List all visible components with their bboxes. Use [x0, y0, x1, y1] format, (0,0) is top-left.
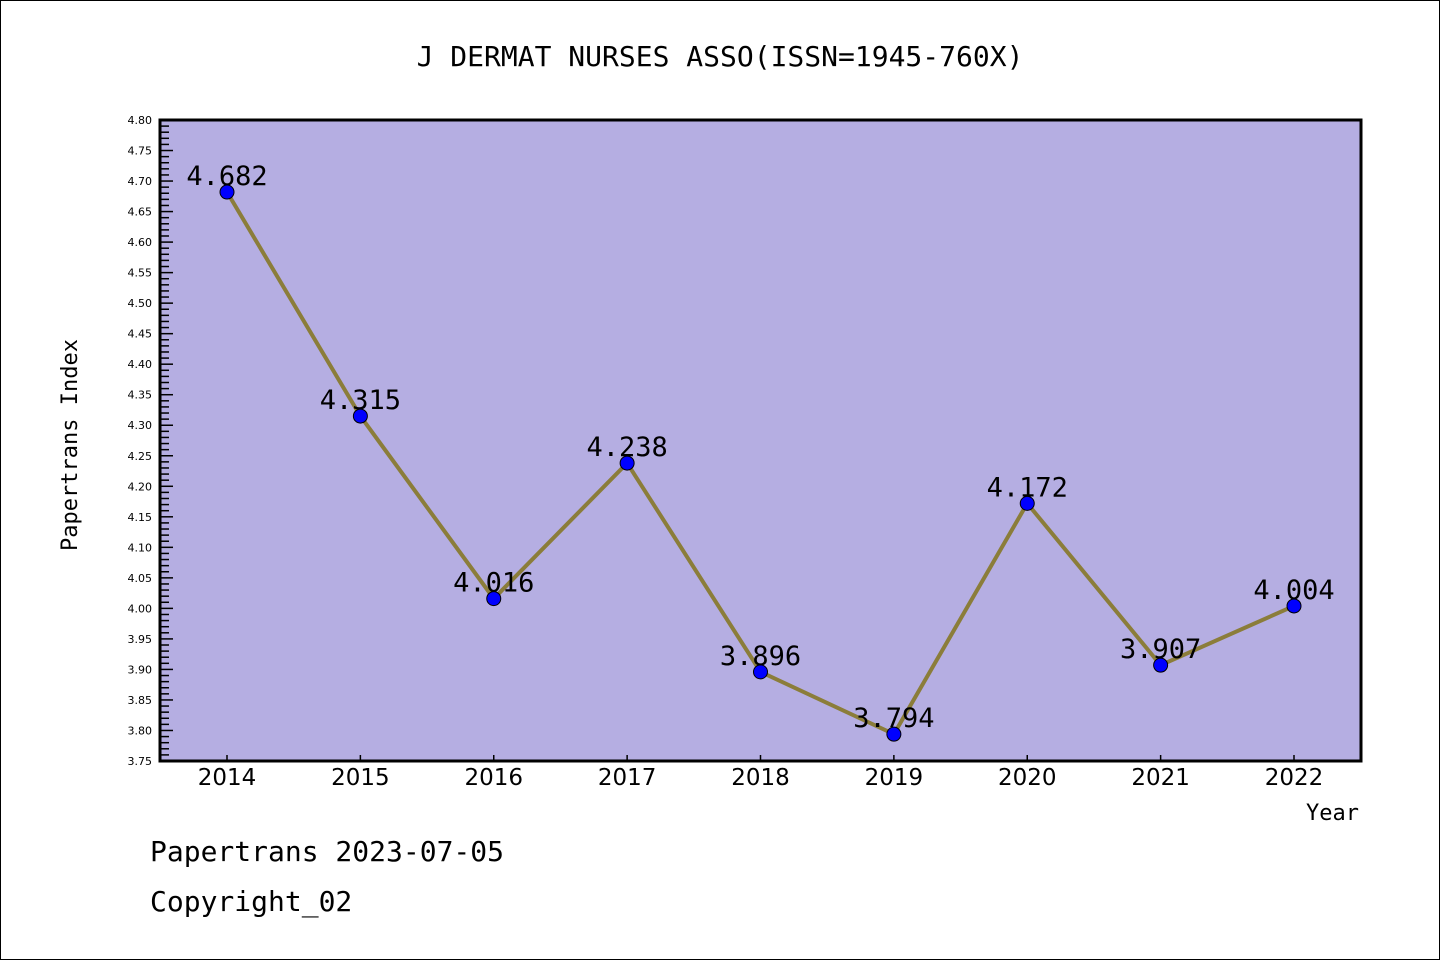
- y-tick-label: 4.10: [128, 541, 153, 554]
- chart-title: J DERMAT NURSES ASSO(ISSN=1945-760X): [417, 40, 1024, 73]
- x-tick-label: 2020: [998, 765, 1057, 791]
- data-label: 4.238: [586, 432, 667, 463]
- y-tick-label: 4.15: [128, 511, 153, 524]
- y-tick-label: 4.55: [128, 267, 153, 280]
- y-tick-label: 4.50: [128, 297, 153, 310]
- plot-area: [158, 118, 1363, 763]
- y-tick-label: 4.75: [128, 145, 153, 158]
- data-point: [886, 726, 902, 742]
- data-label: 4.016: [453, 568, 534, 599]
- data-label: 4.172: [987, 472, 1068, 503]
- x-tick-label: 2017: [598, 765, 657, 791]
- x-tick-label: 2014: [198, 765, 257, 791]
- y-axis-label: Papertrans Index: [58, 339, 83, 551]
- data-label: 3.896: [720, 641, 801, 672]
- data-point: [1153, 657, 1169, 673]
- x-tick-label: 2018: [731, 765, 790, 791]
- x-tick-label: 2016: [464, 765, 523, 791]
- data-label: 4.682: [186, 161, 267, 192]
- data-label: 3.794: [853, 703, 934, 734]
- data-label: 4.004: [1253, 575, 1334, 606]
- x-tick-label: 2022: [1265, 765, 1324, 791]
- data-point: [219, 184, 235, 200]
- data-point: [352, 408, 368, 424]
- y-tick-label: 4.80: [128, 114, 153, 127]
- footer-copyright: Copyright_02: [150, 885, 353, 918]
- y-tick-label: 4.70: [128, 175, 153, 188]
- y-tick-label: 4.60: [128, 236, 153, 249]
- data-label: 4.315: [320, 385, 401, 416]
- y-tick-label: 4.45: [128, 328, 153, 341]
- data-label: 3.907: [1120, 634, 1201, 665]
- y-tick-label: 4.35: [128, 389, 153, 402]
- y-tick-label: 3.75: [128, 755, 153, 768]
- y-tick-label: 4.30: [128, 419, 153, 432]
- x-axis-label: Year: [1306, 801, 1359, 826]
- data-point: [486, 591, 502, 607]
- data-point: [753, 664, 768, 680]
- y-tick-label: 4.05: [128, 572, 153, 585]
- y-tick-label: 4.65: [128, 206, 153, 219]
- data-point: [619, 455, 635, 471]
- y-tick-label: 4.25: [128, 450, 153, 463]
- y-tick-label: 3.80: [128, 724, 153, 737]
- y-tick-label: 4.20: [128, 480, 153, 493]
- x-tick-label: 2019: [865, 765, 924, 791]
- y-tick-label: 3.95: [128, 633, 153, 646]
- data-point: [1019, 495, 1035, 511]
- footer-date: Papertrans 2023-07-05: [150, 835, 505, 868]
- x-tick-label: 2021: [1131, 765, 1190, 791]
- y-tick-label: 3.85: [128, 694, 153, 707]
- y-tick-label: 3.90: [128, 663, 153, 676]
- data-point: [1286, 598, 1302, 614]
- x-tick-label: 2015: [331, 765, 390, 791]
- y-tick-label: 4.00: [128, 602, 153, 615]
- y-tick-label: 4.40: [128, 358, 153, 371]
